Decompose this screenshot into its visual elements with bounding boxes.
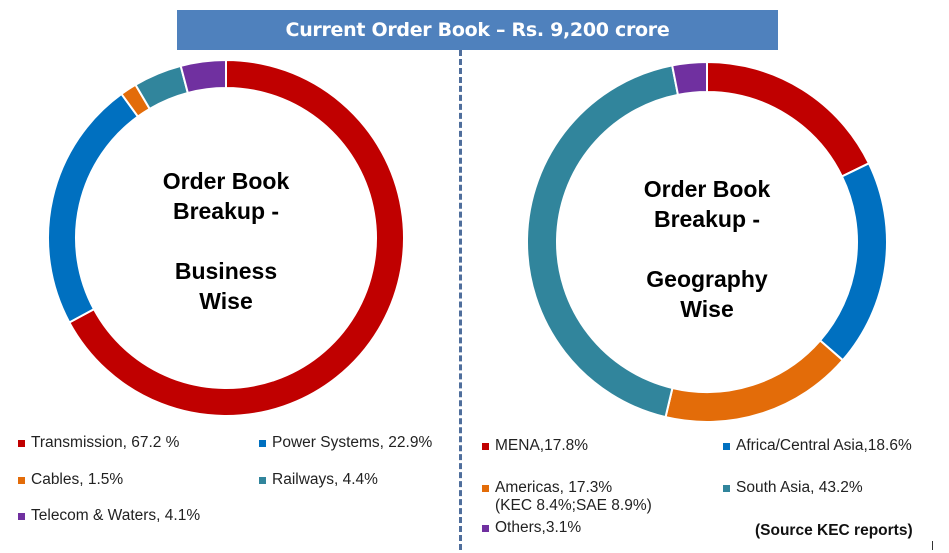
- legend-swatch-icon: [723, 443, 730, 450]
- donut-business-wise: [47, 58, 405, 417]
- legend-sublabel: (KEC 8.4%;SAE 8.9%): [495, 497, 652, 514]
- legend-item: Transmission, 67.2 %: [18, 434, 179, 452]
- center-line: Geography: [646, 266, 768, 292]
- center-line: Order Book: [643, 176, 771, 202]
- center-line: Wise: [199, 288, 253, 314]
- legend-label: Others,3.1%: [495, 519, 582, 536]
- legend-swatch-icon: [723, 485, 730, 492]
- legend-label: Africa/Central Asia,18.6%: [736, 437, 912, 454]
- legend-item: Others,3.1%: [482, 519, 581, 537]
- legend-label-group: Americas, 17.3% (KEC 8.4%;SAE 8.9%): [495, 479, 652, 515]
- legend-swatch-icon: [259, 477, 266, 484]
- legend-item: Africa/Central Asia,18.6%: [723, 437, 912, 455]
- legend-swatch-icon: [18, 477, 25, 484]
- legend-item: Telecom & Waters, 4.1%: [18, 507, 200, 525]
- legend-label: Railways, 4.4%: [272, 471, 378, 488]
- legend-item: Cables, 1.5%: [18, 471, 123, 489]
- source-note: (Source KEC reports): [755, 522, 913, 539]
- legend-label: MENA,17.8%: [495, 437, 589, 454]
- donut-segment-africa-central-asia: [818, 161, 888, 362]
- donut-segment-power-systems: [47, 92, 140, 324]
- center-line: Breakup -: [172, 198, 280, 224]
- legend-swatch-icon: [18, 440, 25, 447]
- legend-label: Americas, 17.3%: [495, 479, 613, 496]
- legend-swatch-icon: [482, 443, 489, 450]
- center-spacer: [607, 234, 807, 264]
- center-line: Breakup -: [653, 206, 761, 232]
- legend-item: Railways, 4.4%: [259, 471, 378, 489]
- donut-geography-wise: [526, 60, 888, 423]
- donut-segment-telecom-waters: [179, 58, 227, 95]
- legend-swatch-icon: [482, 485, 489, 492]
- center-line: Business: [174, 258, 278, 284]
- donut-segment-transmission: [67, 58, 405, 417]
- center-line: Order Book: [162, 168, 290, 194]
- legend-swatch-icon: [259, 440, 266, 447]
- center-label-business: Order Book Breakup - Business Wise: [126, 166, 326, 316]
- donut-segment-others: [670, 60, 708, 97]
- center-label-geography: Order Book Breakup - Geography Wise: [607, 174, 807, 324]
- legend-swatch-icon: [18, 513, 25, 520]
- cursor-mark: [932, 541, 933, 550]
- page-title: Current Order Book – Rs. 9,200 crore: [177, 10, 778, 50]
- dashed-divider: [459, 50, 462, 550]
- legend-label: Power Systems, 22.9%: [272, 434, 433, 451]
- center-spacer: [126, 226, 326, 256]
- legend-label: Transmission, 67.2 %: [31, 434, 180, 451]
- center-line: Wise: [680, 296, 734, 322]
- donut-segment-americas: [664, 339, 845, 423]
- legend-label: South Asia, 43.2%: [736, 479, 863, 496]
- legend-swatch-icon: [482, 525, 489, 532]
- legend-item: MENA,17.8%: [482, 437, 588, 455]
- donut-segment-mena: [706, 60, 871, 178]
- legend-label: Telecom & Waters, 4.1%: [31, 507, 201, 524]
- legend-label: Cables, 1.5%: [31, 471, 124, 488]
- legend-item: Power Systems, 22.9%: [259, 434, 432, 452]
- legend-item: South Asia, 43.2%: [723, 479, 863, 497]
- legend-item: Americas, 17.3% (KEC 8.4%;SAE 8.9%): [482, 479, 652, 515]
